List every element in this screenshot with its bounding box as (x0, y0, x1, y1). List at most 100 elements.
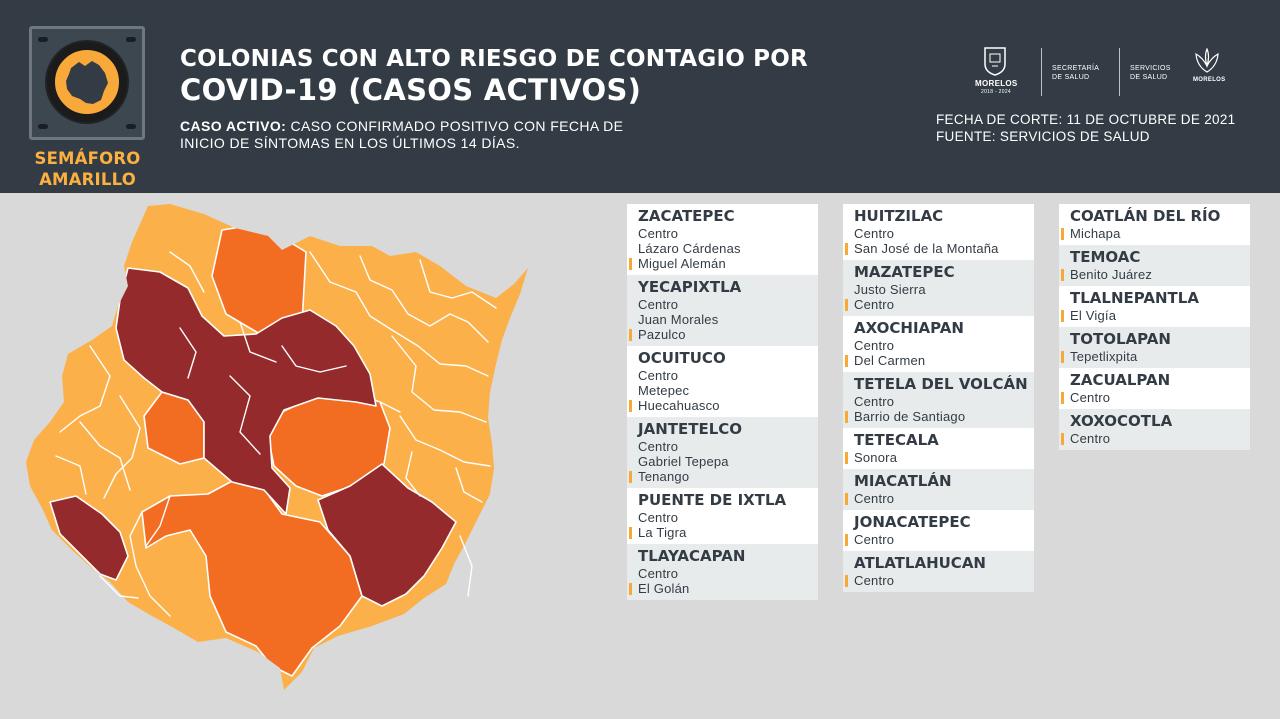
secretaria-line1: SECRETARÍA (1052, 65, 1100, 72)
colonia-name: Centro (638, 510, 679, 525)
municipio-entry: TETELA DEL VOLCÁN Centro Barrio de Santiag… (843, 372, 1034, 428)
municipio-name: TETECALA (854, 431, 939, 449)
screw-icon (38, 37, 48, 42)
municipio-name: TLALNEPANTLA (1070, 289, 1199, 307)
municipio-entry: TEMOAC Benito Juárez (1059, 245, 1250, 286)
semaforo-label-line2: AMARILLO (39, 170, 136, 189)
colonia-name: Metepec (638, 383, 690, 398)
municipio-entry: YECAPIXTLA Centro Juan Morales Pazulco (627, 275, 818, 346)
colonia-name: Michapa (1070, 226, 1121, 241)
secretaria-line2: DE SALUD (1052, 74, 1090, 81)
municipio-name: JANTETELCO (638, 420, 743, 438)
municipio-name: TOTOLAPAN (1070, 330, 1171, 348)
definition-text-2: INICIO DE SÍNTOMAS EN LOS ÚLTIMOS 14 DÍA… (180, 135, 520, 151)
colonia-name: Centro (638, 439, 679, 454)
logo-divider (1041, 48, 1042, 96)
municipio-name: ATLATLAHUCAN (854, 554, 986, 572)
colonia-name: Centro (638, 297, 679, 312)
colonia-name: Benito Juárez (1070, 267, 1153, 282)
logo-divider (1119, 48, 1120, 96)
municipio-name: AXOCHIAPAN (854, 319, 964, 337)
fecha-corte: FECHA DE CORTE: 11 DE OCTUBRE DE 2021 (936, 112, 1236, 127)
colonia-name: El Vigía (1070, 308, 1117, 323)
municipio-name: TEMOAC (1070, 248, 1141, 266)
colonia-name: Centro (854, 532, 895, 547)
morelos-map (26, 204, 528, 690)
colonia-name: Miguel Alemán (638, 256, 726, 271)
municipio-name: TETELA DEL VOLCÁN (854, 375, 1028, 393)
colonia-name: Gabriel Tepepa (638, 454, 729, 469)
municipio-entry: TLAYACAPAN Centro El Golán (627, 544, 818, 600)
page-title: COLONIAS CON ALTO RIESGO DE CONTAGIO POR… (180, 44, 808, 107)
municipio-name: JONACATEPEC (854, 513, 971, 531)
title-line-2: COVID-19 (CASOS ACTIVOS) (180, 73, 642, 107)
municipio-entry: PUENTE DE IXTLA Centro La Tigra (627, 488, 818, 544)
municipio-name: COATLÁN DEL RÍO (1070, 207, 1221, 225)
municipio-name: MIACATLÁN (854, 472, 952, 490)
municipio-entry: XOXOCOTLA Centro (1059, 409, 1250, 450)
municipio-entry: ATLATLAHUCAN Centro (843, 551, 1034, 592)
municipio-entry: TOTOLAPAN Tepetlixpita (1059, 327, 1250, 368)
municipio-name: MAZATEPEC (854, 263, 955, 281)
colonia-name: La Tigra (638, 525, 687, 540)
colonia-name: Tepetlixpita (1070, 349, 1138, 364)
municipio-entry: TETECALA Sonora (843, 428, 1034, 469)
municipios-column-2: HUITZILAC Centro San José de la Montaña MAZ… (843, 204, 1034, 592)
colonia-name: Centro (854, 394, 895, 409)
logos-bar: MORELOS 2018 - 2024 SECRETARÍA DE SALUD … (970, 46, 1240, 96)
colonia-name: Centro (854, 297, 895, 312)
colonia-name: El Golán (638, 581, 690, 596)
title-line-1: COLONIAS CON ALTO RIESGO DE CONTAGIO POR (180, 46, 808, 72)
municipio-entry: TLALNEPANTLA El Vigía (1059, 286, 1250, 327)
colonia-name: Huecahuasco (638, 398, 720, 413)
municipio-entry: JONACATEPEC Centro (843, 510, 1034, 551)
colonia-name: Centro (854, 226, 895, 241)
header-banner: SEMÁFORO AMARILLO COLONIAS CON ALTO RIES… (0, 0, 1280, 193)
active-case-definition: CASO ACTIVO: CASO CONFIRMADO POSITIVO CO… (180, 118, 700, 152)
fuente: FUENTE: SERVICIOS DE SALUD (936, 129, 1150, 144)
colonia-name: Juan Morales (638, 312, 719, 327)
colonia-name: Pazulco (638, 327, 686, 342)
colonia-name: Lázaro Cárdenas (638, 241, 741, 256)
screw-icon (126, 37, 136, 42)
colonia-name: Centro (1070, 390, 1111, 405)
colonia-name: Del Carmen (854, 353, 926, 368)
municipios-column-1: ZACATEPEC Centro Lázaro Cárdenas Miguel Ale… (627, 204, 818, 600)
municipio-entry: ZACATEPEC Centro Lázaro Cárdenas Miguel Ale… (627, 204, 818, 275)
municipio-entry: HUITZILAC Centro San José de la Montaña (843, 204, 1034, 260)
municipio-name: PUENTE DE IXTLA (638, 491, 787, 509)
municipio-entry: ZACUALPAN Centro (1059, 368, 1250, 409)
servicios-line1: SERVICIOS (1130, 65, 1171, 72)
servicios-line2: DE SALUD (1130, 74, 1168, 81)
municipio-entry: AXOCHIAPAN Centro Del Carmen (843, 316, 1034, 372)
colonia-name: Justo Sierra (854, 282, 926, 297)
municipio-name: OCUITUCO (638, 349, 726, 367)
morelos-logo-years: 2018 - 2024 (981, 89, 1011, 95)
colonia-name: San José de la Montaña (854, 241, 999, 256)
definition-label: CASO ACTIVO: (180, 118, 287, 134)
morelos-logo-name: MORELOS (975, 79, 1018, 88)
municipio-entry: COATLÁN DEL RÍO Michapa (1059, 204, 1250, 245)
municipio-name: HUITZILAC (854, 207, 944, 225)
municipio-entry: MIACATLÁN Centro (843, 469, 1034, 510)
municipio-name: ZACATEPEC (638, 207, 735, 225)
definition-text-1: CASO CONFIRMADO POSITIVO CON FECHA DE (286, 118, 624, 134)
municipio-name: TLAYACAPAN (638, 547, 746, 565)
colonia-name: Barrio de Santiago (854, 409, 966, 424)
screw-icon (126, 124, 136, 129)
municipio-entry: MAZATEPEC Justo Sierra Centro (843, 260, 1034, 316)
semaforo-badge (29, 26, 145, 140)
semaforo-label-line1: SEMÁFORO (34, 149, 141, 168)
semaforo-light-icon (47, 42, 127, 122)
ssm-logo-name: MORELOS (1193, 77, 1226, 83)
colonia-name: Centro (1070, 431, 1111, 446)
colonia-name: Centro (854, 491, 895, 506)
municipios-column-3: COATLÁN DEL RÍO Michapa TEMOAC Benito Juáre… (1059, 204, 1250, 450)
colonia-name: Sonora (854, 450, 898, 465)
colonia-name: Tenango (638, 469, 690, 484)
municipio-name: YECAPIXTLA (638, 278, 742, 296)
screw-icon (38, 124, 48, 129)
report-meta: FECHA DE CORTE: 11 DE OCTUBRE DE 2021 FU… (936, 111, 1235, 145)
servicios-salud-flower-icon (1195, 48, 1219, 73)
municipio-entry: OCUITUCO Centro Metepec Huecahuasco (627, 346, 818, 417)
